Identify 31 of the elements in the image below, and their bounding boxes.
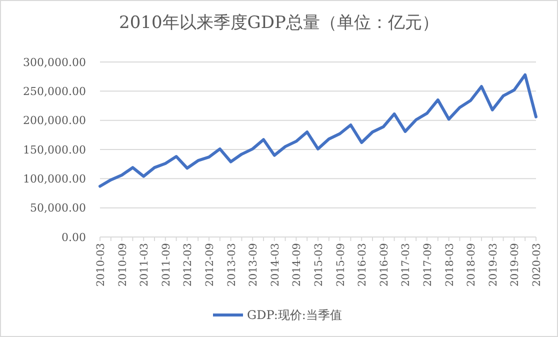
x-tick-label: 2020-03	[531, 243, 543, 287]
x-tick-label: 2011-03	[138, 243, 151, 287]
x-tick-label: 2013-03	[226, 243, 238, 287]
x-tick-label: 2017-03	[400, 243, 412, 287]
x-tick-label: 2018-09	[466, 243, 478, 287]
x-tick-label: 2010-03	[95, 243, 107, 287]
x-tick-label: 2019-03	[487, 243, 500, 287]
y-tick-label: 100,000.00	[23, 172, 86, 186]
x-tick-label: 2014-09	[291, 243, 304, 287]
x-tick-label: 2018-03	[444, 243, 456, 287]
x-tick-label: 2012-03	[182, 243, 194, 287]
x-tick-label: 2015-09	[334, 243, 347, 287]
x-tick-label: 2011-09	[160, 243, 172, 287]
y-tick-label: 250,000.00	[23, 85, 86, 98]
chart-title: 2010年以来季度GDP总量（单位：亿元）	[119, 13, 439, 33]
x-tick-label: 2016-09	[378, 243, 390, 287]
y-tick-label: 200,000.00	[23, 114, 86, 128]
x-tick-label: 2019-09	[509, 243, 522, 287]
x-tick-label: 2017-09	[422, 243, 434, 287]
legend-label: GDP:现价:当季值	[247, 308, 342, 322]
line-series	[98, 73, 538, 188]
x-tick-label: 2016-03	[356, 243, 369, 287]
x-tick-label: 2015-03	[313, 243, 325, 287]
y-tick-label: 0.00	[62, 230, 86, 244]
x-tick-label: 2014-03	[269, 243, 282, 287]
x-tick-label: 2013-09	[248, 243, 260, 287]
y-tick-label: 150,000.00	[23, 143, 86, 156]
y-tick-label: 300,000.00	[23, 56, 86, 69]
y-tick-label: 50,000.00	[30, 202, 86, 215]
x-tick-label: 2012-09	[204, 243, 216, 287]
x-tick-label: 2010-09	[116, 243, 129, 287]
